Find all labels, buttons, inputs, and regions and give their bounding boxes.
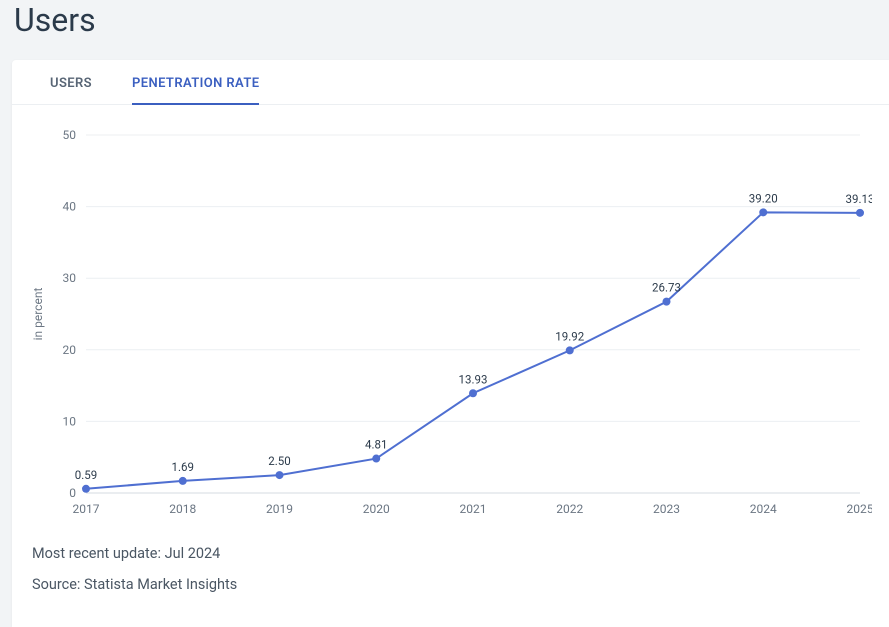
source-note: Source: Statista Market Insights <box>32 576 889 593</box>
tab-penetration-rate[interactable]: PENETRATION RATE <box>112 60 279 104</box>
svg-text:2018: 2018 <box>169 502 196 516</box>
svg-text:40: 40 <box>63 199 77 213</box>
svg-text:0: 0 <box>69 486 76 500</box>
update-note: Most recent update: Jul 2024 <box>32 545 889 562</box>
svg-text:13.93: 13.93 <box>459 372 488 386</box>
svg-text:4.81: 4.81 <box>365 437 387 451</box>
svg-text:0.59: 0.59 <box>75 467 97 481</box>
chart-meta: Most recent update: Jul 2024 Source: Sta… <box>12 531 889 593</box>
svg-text:2019: 2019 <box>266 502 293 516</box>
chart-area: 0 10 20 30 40 50 2017 2018 2019 2020 2021 2022 2023 2… <box>12 105 889 531</box>
svg-text:2.50: 2.50 <box>268 454 290 468</box>
svg-text:20: 20 <box>63 342 77 356</box>
page-title: Users <box>0 0 889 60</box>
svg-text:50: 50 <box>63 128 77 142</box>
svg-text:39.20: 39.20 <box>749 191 778 205</box>
svg-text:2022: 2022 <box>556 502 583 516</box>
svg-text:2025: 2025 <box>847 502 872 516</box>
svg-text:2023: 2023 <box>653 502 680 516</box>
svg-text:26.73: 26.73 <box>652 280 681 294</box>
svg-text:2017: 2017 <box>73 502 100 516</box>
svg-text:2020: 2020 <box>363 502 390 516</box>
svg-text:2021: 2021 <box>460 502 487 516</box>
svg-text:1.69: 1.69 <box>172 459 194 473</box>
svg-text:2024: 2024 <box>750 502 777 516</box>
svg-text:39.13: 39.13 <box>846 191 872 205</box>
svg-text:19.92: 19.92 <box>555 329 584 343</box>
tab-users[interactable]: USERS <box>30 60 112 104</box>
line-chart: 0 10 20 30 40 50 2017 2018 2019 2020 2021 2022 2023 2… <box>22 123 872 523</box>
svg-text:30: 30 <box>63 271 77 285</box>
svg-text:in percent: in percent <box>31 287 45 340</box>
svg-text:10: 10 <box>63 414 77 428</box>
tab-strip: USERS PENETRATION RATE <box>12 60 889 105</box>
chart-card: USERS PENETRATION RATE 0 10 20 30 40 50 2017 20… <box>12 60 889 627</box>
